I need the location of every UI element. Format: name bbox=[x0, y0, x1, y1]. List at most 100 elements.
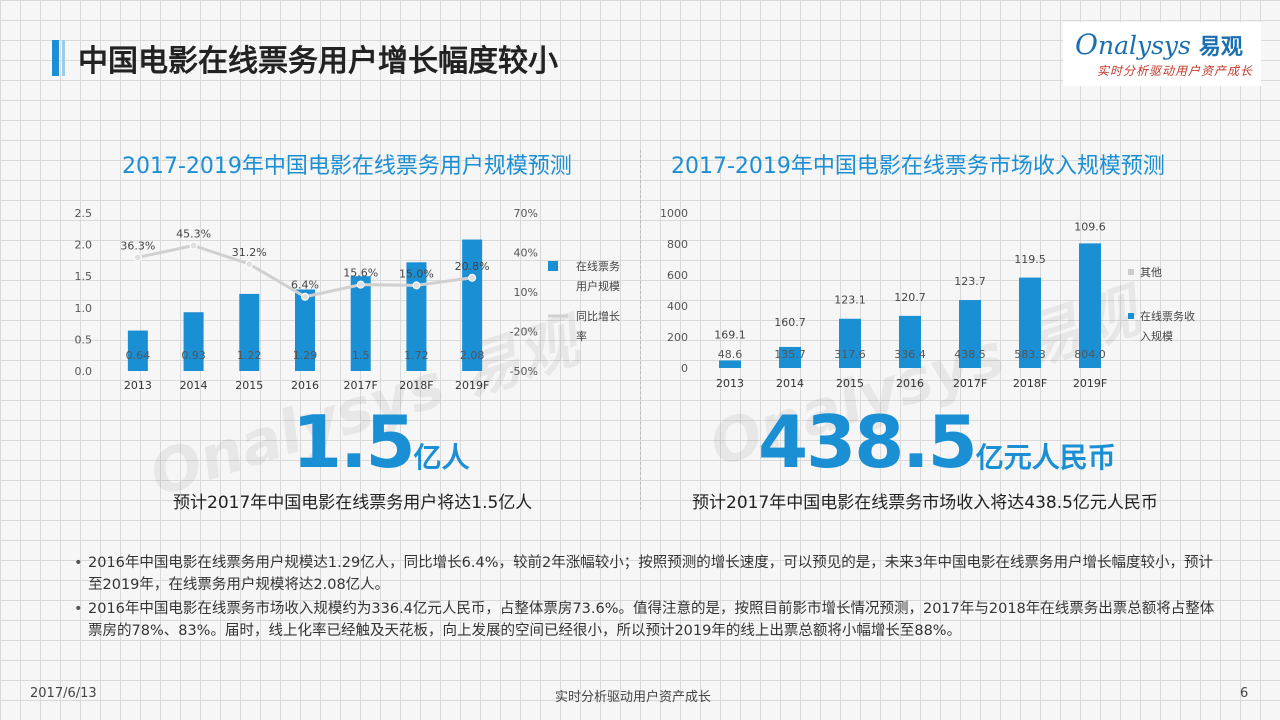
footer-date: 2017/6/13 bbox=[30, 686, 97, 701]
user-scale-bar bbox=[239, 293, 260, 371]
x-tick-label: 2013 bbox=[124, 379, 152, 392]
y-tick-label: 0.0 bbox=[75, 365, 93, 378]
left-big-value: 1.5 bbox=[292, 400, 416, 484]
online-revenue-bar bbox=[839, 318, 861, 368]
user-scale-bar bbox=[406, 262, 427, 371]
x-tick-label: 2017F bbox=[344, 379, 378, 392]
online-revenue-label: 48.6 bbox=[718, 348, 743, 361]
y-tick-label: 400 bbox=[667, 300, 688, 313]
market-revenue-chart: 0 200 400 600 800 1000 48.6 169.1 135.7 160.7 317… bbox=[660, 207, 1195, 390]
legend-label: 同比增长 bbox=[576, 309, 620, 323]
user-scale-bar bbox=[183, 312, 204, 371]
x-tick-label: 2015 bbox=[836, 377, 864, 390]
right-big-number: 438.5亿元人民币 bbox=[758, 400, 1116, 484]
bar-value-label: 2.08 bbox=[460, 349, 485, 362]
online-revenue-bar bbox=[1019, 277, 1041, 368]
legend-bar-swatch bbox=[548, 261, 558, 271]
online-revenue-bar bbox=[719, 360, 741, 368]
bullet-list: 2016年中国电影在线票务用户规模达1.29亿人，同比增长6.4%，较前2年涨幅… bbox=[74, 552, 1224, 644]
analysys-logo: Onalysys 易观 bbox=[1075, 28, 1243, 61]
x-tick-label: 2016 bbox=[896, 377, 924, 390]
logo-box bbox=[1063, 22, 1261, 86]
growth-rate-label: 6.4% bbox=[291, 279, 319, 292]
user-scale-bar bbox=[295, 289, 315, 371]
legend-label: 在线票务收 bbox=[1140, 309, 1195, 323]
legend-other-swatch bbox=[1128, 269, 1134, 275]
title-accent-bar-light bbox=[62, 40, 65, 76]
x-tick-label: 2015 bbox=[235, 379, 263, 392]
y-tick-label: 2.5 bbox=[75, 207, 93, 220]
legend-label: 率 bbox=[576, 329, 587, 343]
growth-rate-point bbox=[245, 260, 254, 269]
bar-value-label: 1.29 bbox=[293, 349, 318, 362]
legend-label: 在线票务 bbox=[576, 259, 620, 273]
x-tick-label: 2017F bbox=[953, 377, 987, 390]
growth-rate-label: 31.2% bbox=[232, 246, 267, 259]
growth-rate-label: 45.3% bbox=[176, 228, 211, 241]
online-revenue-label: 804.0 bbox=[1074, 348, 1106, 361]
y-tick-label: 1.5 bbox=[75, 270, 93, 283]
right-big-value: 438.5 bbox=[758, 400, 978, 484]
bar-value-label: 0.64 bbox=[126, 349, 151, 362]
x-tick-label: 2014 bbox=[180, 379, 208, 392]
other-revenue-label: 119.5 bbox=[1014, 253, 1046, 266]
online-revenue-label: 583.3 bbox=[1014, 348, 1046, 361]
growth-rate-label: 15.6% bbox=[343, 267, 378, 280]
right-chart-title: 2017-2019年中国电影在线票务市场收入规模预测 bbox=[671, 154, 1165, 179]
logo-o-icon: O bbox=[1075, 28, 1098, 61]
left-chart-title: 2017-2019年中国电影在线票务用户规模预测 bbox=[122, 154, 572, 179]
y-tick-label: 1.0 bbox=[75, 302, 93, 315]
user-scale-bar bbox=[462, 239, 483, 371]
logo-cn: 易观 bbox=[1198, 35, 1243, 60]
online-revenue-bar bbox=[899, 315, 921, 368]
left-big-unit: 亿人 bbox=[413, 441, 470, 474]
other-revenue-label: 169.1 bbox=[714, 328, 746, 341]
legend-online-swatch bbox=[1128, 313, 1134, 319]
user-scale-chart: 0.0 0.5 1.0 1.5 2.0 2.5 -50% -20% 10% 40% 70% 0.6… bbox=[75, 207, 621, 392]
x-tick-label: 2019F bbox=[455, 379, 489, 392]
y-tick-label: 200 bbox=[667, 331, 688, 344]
growth-rate-label: 20.8% bbox=[455, 260, 490, 273]
page-number: 6 bbox=[1240, 686, 1249, 701]
logo-text: nalysys bbox=[1097, 31, 1191, 60]
growth-rate-point bbox=[133, 253, 142, 262]
y-tick-label: 2.0 bbox=[75, 239, 93, 252]
online-revenue-bar bbox=[779, 346, 801, 368]
left-caption: 预计2017年中国电影在线票务用户将达1.5亿人 bbox=[173, 493, 533, 513]
other-revenue-label: 160.7 bbox=[774, 316, 806, 329]
online-revenue-label: 317.6 bbox=[834, 348, 866, 361]
legend-label: 入规模 bbox=[1140, 329, 1173, 343]
x-tick-label: 2013 bbox=[716, 377, 744, 390]
x-tick-label: 2018F bbox=[1013, 377, 1047, 390]
other-revenue-label: 123.1 bbox=[834, 294, 866, 307]
legend-label: 用户规模 bbox=[576, 279, 620, 293]
y-tick-label: 1000 bbox=[660, 207, 688, 220]
y-tick-label: 600 bbox=[667, 269, 688, 282]
user-scale-bar bbox=[127, 330, 148, 371]
right-big-unit: 亿元人民币 bbox=[975, 441, 1116, 474]
title-accent-bar bbox=[52, 40, 59, 76]
growth-rate-point bbox=[301, 292, 309, 301]
online-revenue-label: 336.4 bbox=[894, 348, 926, 361]
x-tick-label: 2016 bbox=[291, 379, 319, 392]
y2-tick-label: 10% bbox=[514, 286, 538, 299]
y-tick-label: 0.5 bbox=[75, 333, 93, 346]
growth-rate-point bbox=[412, 281, 421, 290]
bullet-item: 2016年中国电影在线票务市场收入规模约为336.4亿元人民币，占整体票房73.… bbox=[74, 598, 1224, 642]
growth-rate-label: 15.0% bbox=[399, 267, 434, 280]
bar-value-label: 1.22 bbox=[237, 349, 261, 362]
logo-slogan: 实时分析驱动用户资产成长 bbox=[1097, 64, 1254, 78]
growth-rate-point bbox=[468, 273, 477, 282]
other-revenue-label: 109.6 bbox=[1074, 220, 1106, 233]
x-tick-label: 2018F bbox=[399, 379, 433, 392]
right-caption: 预计2017年中国电影在线票务市场收入将达438.5亿元人民币 bbox=[692, 493, 1158, 513]
left-big-number: 1.5亿人 bbox=[292, 400, 470, 484]
online-revenue-bar bbox=[959, 300, 981, 368]
y-tick-label: 800 bbox=[667, 238, 688, 251]
online-revenue-bar bbox=[1079, 243, 1101, 368]
x-tick-label: 2019F bbox=[1073, 377, 1107, 390]
growth-rate-point bbox=[356, 280, 365, 289]
growth-rate-label: 36.3% bbox=[120, 239, 155, 252]
other-revenue-label: 123.7 bbox=[954, 275, 986, 288]
y-tick-label: 0 bbox=[681, 362, 688, 375]
